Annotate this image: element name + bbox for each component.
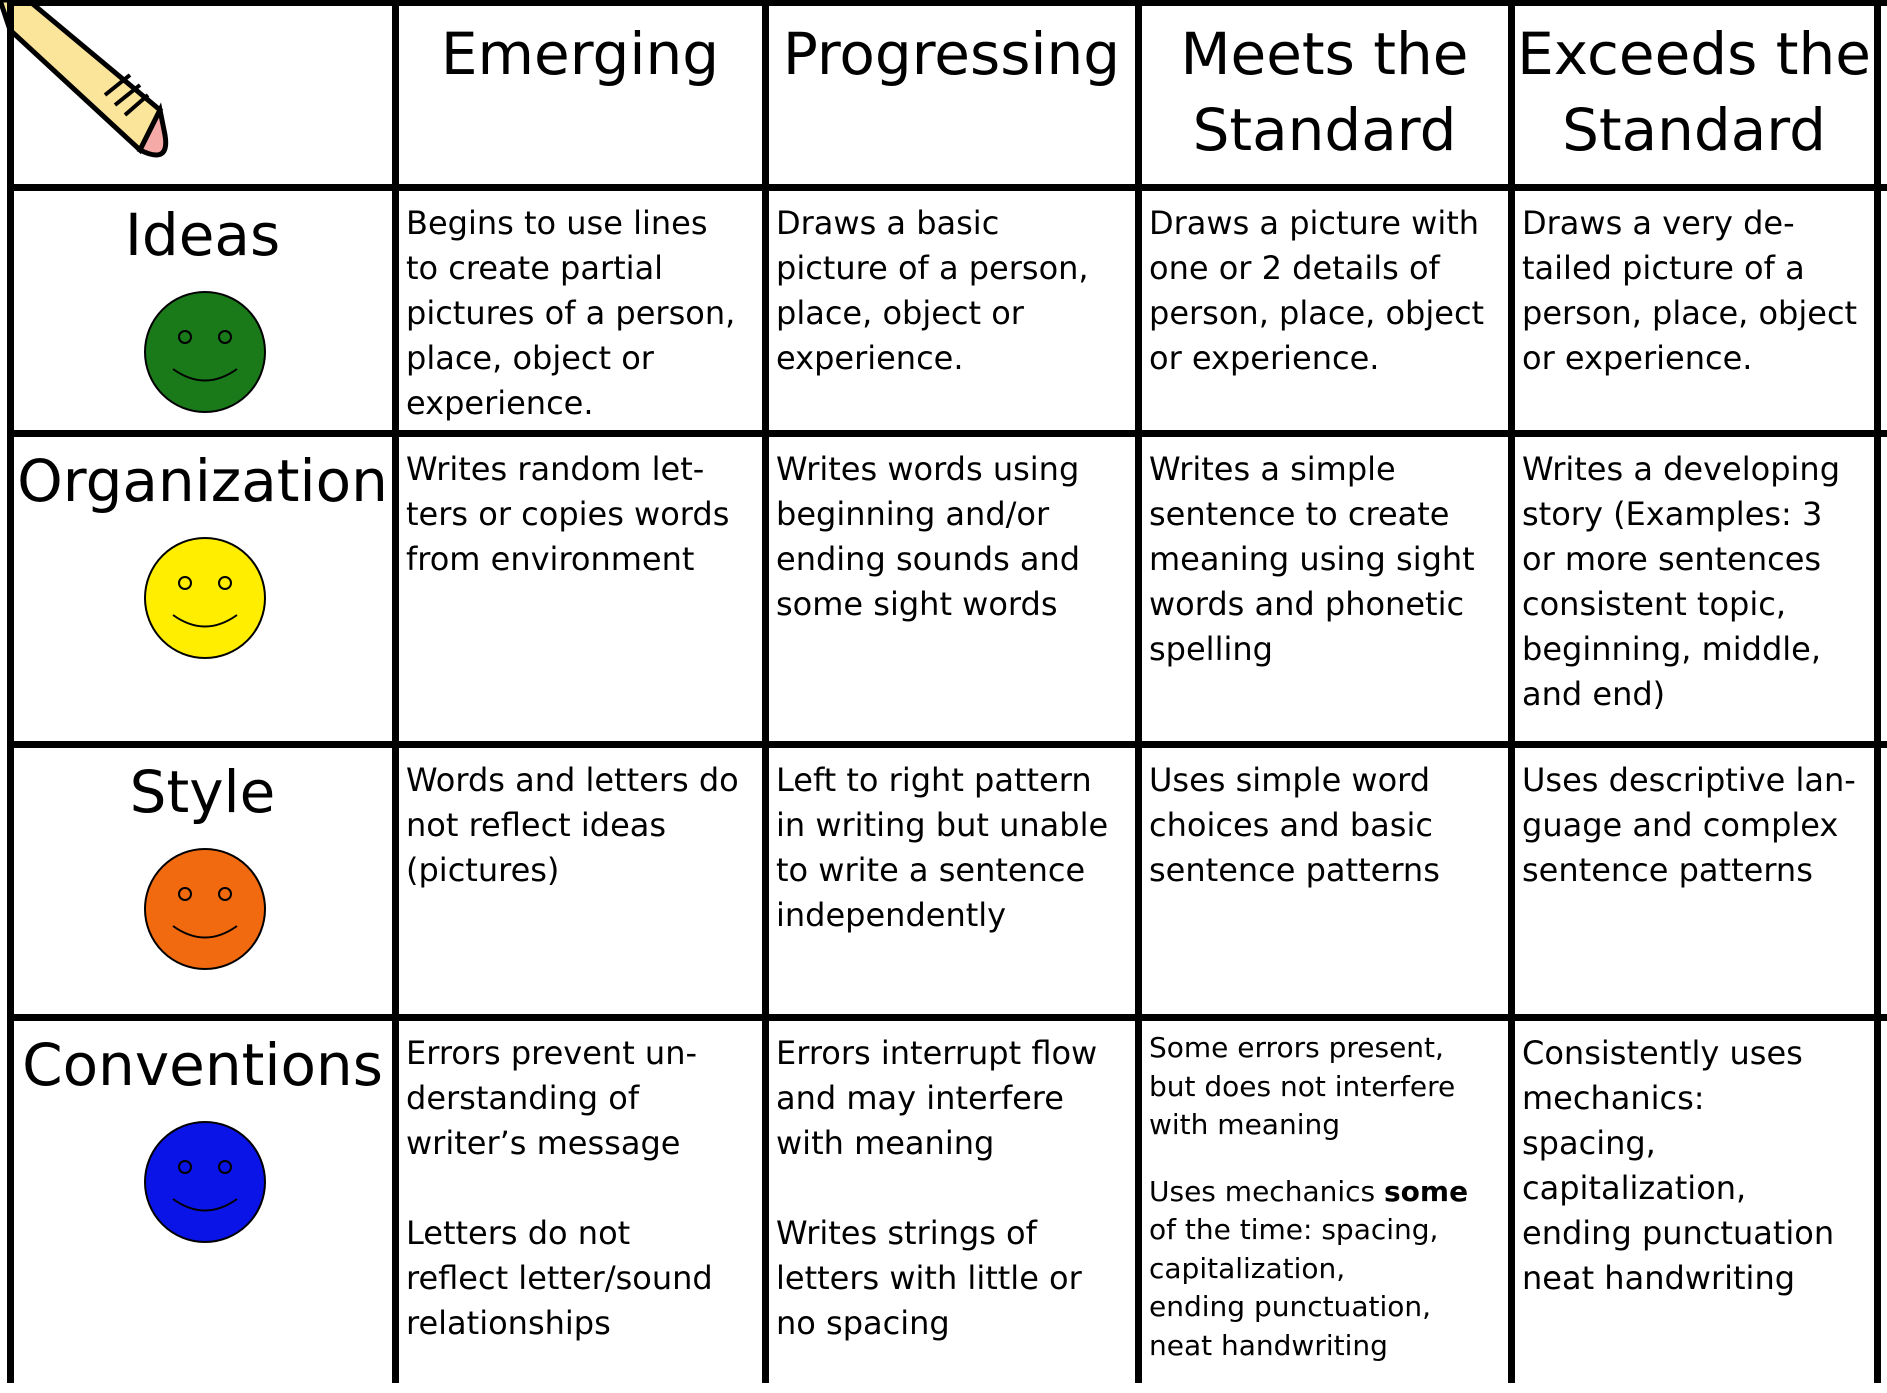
paragraph: Writes words using beginning and/or endi…: [776, 450, 1081, 623]
cell-text: Writes random let- ters or copies words …: [406, 447, 762, 627]
border: [10, 430, 1887, 437]
border: [762, 0, 769, 1383]
column-header: Progressing: [782, 20, 1121, 88]
paragraph: Letters do not reflect letter/sound rela…: [406, 1214, 713, 1342]
paragraph: Uses simple word choices and basic sente…: [1149, 761, 1440, 889]
paragraph: Uses descriptive lan- guage and complex …: [1522, 761, 1856, 889]
smiley-face: [144, 1121, 266, 1243]
smiley-face: [144, 537, 266, 659]
paragraph: Writes a simple sentence to create meani…: [1149, 450, 1475, 668]
cell-text: Writes words using beginning and/or endi…: [776, 447, 1135, 672]
paragraph: Draws a very de- tailed picture of a per…: [1522, 204, 1858, 377]
smiley-face: [144, 291, 266, 413]
border: [1135, 0, 1142, 1383]
cell-text: Left to right pattern in writing but una…: [776, 758, 1135, 983]
column-header: Meets the Standard: [1180, 20, 1469, 164]
paragraph: Uses mechanics some of the time: spacing…: [1149, 1173, 1508, 1366]
paragraph: Draws a picture with one or 2 details of…: [1149, 204, 1485, 377]
cell-text: Errors prevent un- derstanding of writer…: [406, 1031, 762, 1391]
paragraph: Errors interrupt flow and may interfere …: [776, 1034, 1098, 1162]
text: of the time: spacing, capitalization, en…: [1149, 1213, 1439, 1362]
pencil-icon: [0, 0, 169, 158]
column-header: Exceeds the Standard: [1517, 20, 1871, 164]
paragraph: Errors prevent un- derstanding of writer…: [406, 1034, 698, 1162]
cell-text: Begins to use lines to create partial pi…: [406, 201, 762, 471]
border: [10, 1014, 1887, 1021]
row-label: Conventions: [22, 1031, 383, 1099]
cell-text: Draws a very de- tailed picture of a per…: [1522, 201, 1874, 426]
border: [1874, 0, 1881, 1383]
paragraph: Words and letters do not reflect ideas (…: [406, 761, 739, 889]
paragraph: Left to right pattern in writing but una…: [776, 761, 1109, 934]
cell-text: Draws a basic picture of a person, place…: [776, 201, 1135, 426]
border: [392, 0, 399, 1383]
smiley-face: [144, 848, 266, 970]
paragraph: Draws a basic picture of a person, place…: [776, 204, 1089, 377]
bold-text: some: [1384, 1174, 1469, 1208]
cell-text: Writes a simple sentence to create meani…: [1149, 447, 1508, 717]
border: [10, 0, 1887, 6]
paragraph: Writes strings of letters with little or…: [776, 1214, 1082, 1342]
paragraph: Consistently uses mechanics: spacing, ca…: [1522, 1034, 1835, 1297]
paragraph: Writes random let- ters or copies words …: [406, 450, 730, 578]
row-label: Style: [129, 758, 276, 826]
cell-text: Words and letters do not reflect ideas (…: [406, 758, 762, 938]
paragraph: Some errors present, but does not interf…: [1149, 1031, 1456, 1141]
cell-text: Consistently uses mechanics: spacing, ca…: [1522, 1031, 1874, 1346]
cell-text: Errors interrupt flow and may interfere …: [776, 1031, 1135, 1391]
cell-text: Writes a developing story (Examples: 3 o…: [1522, 447, 1874, 762]
row-label: Ideas: [124, 201, 281, 269]
cell-text: Uses simple word choices and basic sente…: [1149, 758, 1508, 938]
border: [10, 741, 1887, 748]
paragraph: Writes a developing story (Examples: 3 o…: [1522, 450, 1840, 713]
column-header: Emerging: [440, 20, 720, 88]
row-label: Organization: [17, 447, 388, 515]
paragraph: Begins to use lines to create partial pi…: [406, 204, 736, 422]
cell-text: Draws a picture with one or 2 details of…: [1149, 201, 1508, 426]
cell-text: Some errors present, but does not interf…: [1149, 1029, 1508, 1393]
border: [7, 0, 14, 1383]
text: Uses mechanics: [1149, 1174, 1385, 1208]
cell-text: Uses descriptive lan- guage and complex …: [1522, 758, 1874, 938]
border: [10, 184, 1887, 191]
border: [1508, 0, 1515, 1383]
